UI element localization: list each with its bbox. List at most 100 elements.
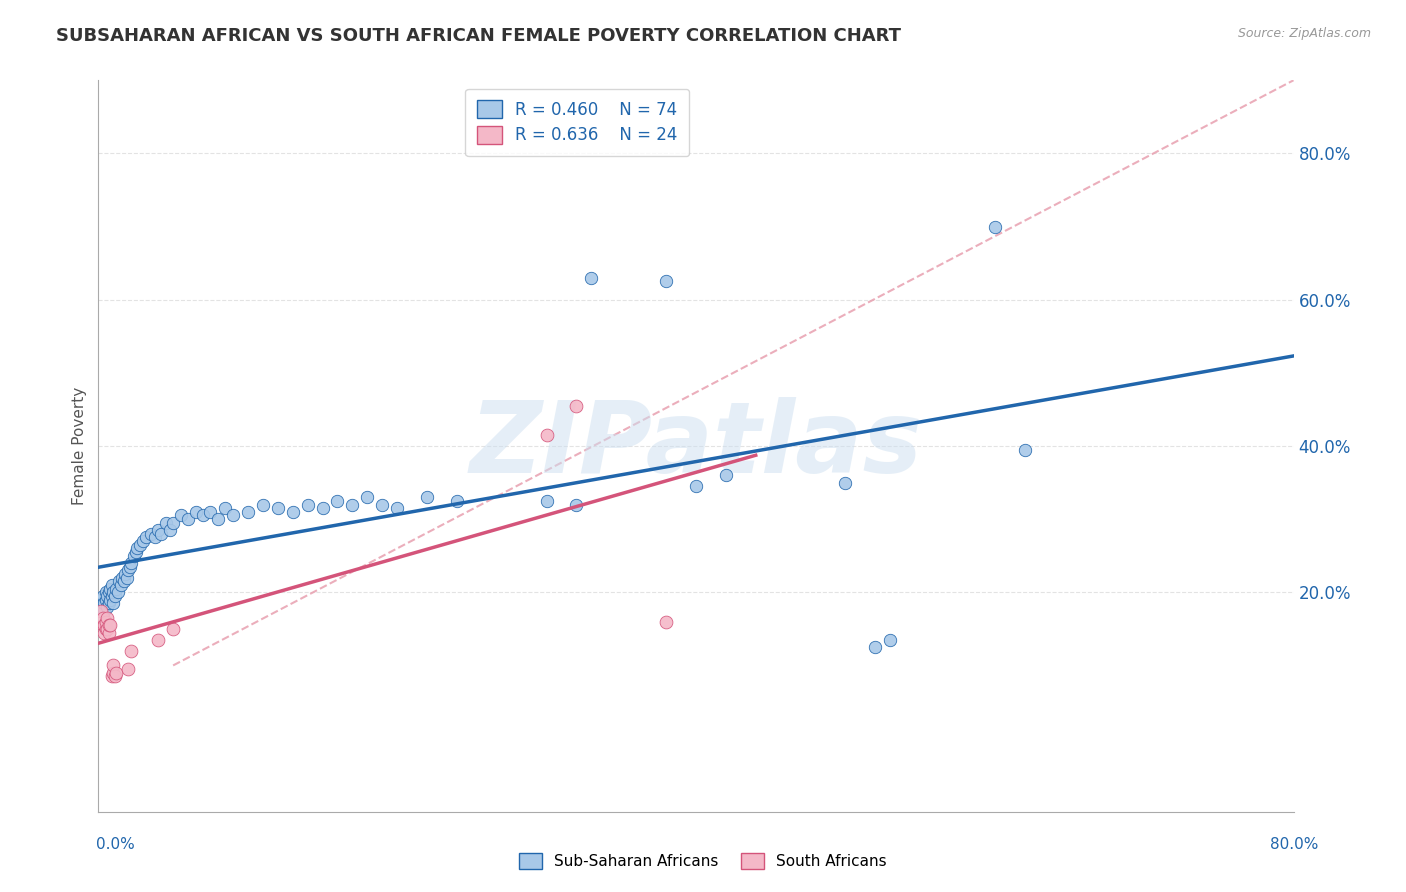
Point xyxy=(94,622,117,636)
Point xyxy=(90,603,112,617)
Point xyxy=(104,589,127,603)
Point xyxy=(91,589,114,603)
Point xyxy=(104,669,127,683)
Text: 80.0%: 80.0% xyxy=(1271,838,1319,852)
Point xyxy=(150,526,173,541)
Y-axis label: Female Poverty: Female Poverty xyxy=(72,387,87,505)
Point xyxy=(129,538,152,552)
Point xyxy=(91,596,114,610)
Point xyxy=(101,589,124,603)
Point xyxy=(91,618,114,632)
Point xyxy=(311,501,333,516)
Point xyxy=(94,615,117,629)
Point xyxy=(281,505,304,519)
Point xyxy=(655,274,678,288)
Point xyxy=(143,530,166,544)
Point xyxy=(446,494,468,508)
Text: SUBSAHARAN AFRICAN VS SOUTH AFRICAN FEMALE POVERTY CORRELATION CHART: SUBSAHARAN AFRICAN VS SOUTH AFRICAN FEMA… xyxy=(56,27,901,45)
Point xyxy=(115,571,138,585)
Point xyxy=(96,622,118,636)
Legend: R = 0.460    N = 74, R = 0.636    N = 24: R = 0.460 N = 74, R = 0.636 N = 24 xyxy=(465,88,689,156)
Point xyxy=(111,571,134,585)
Point xyxy=(110,578,132,592)
Point xyxy=(101,669,124,683)
Point xyxy=(536,428,558,442)
Point xyxy=(93,618,115,632)
Point xyxy=(98,618,122,632)
Point xyxy=(342,498,364,512)
Text: ZIPatlas: ZIPatlas xyxy=(470,398,922,494)
Point xyxy=(326,494,349,508)
Point xyxy=(125,545,148,559)
Point xyxy=(984,219,1007,234)
Point xyxy=(132,534,155,549)
Point xyxy=(565,498,588,512)
Point xyxy=(114,567,136,582)
Point xyxy=(536,494,558,508)
Point xyxy=(98,592,122,607)
Point xyxy=(267,501,290,516)
Point xyxy=(101,578,124,592)
Point xyxy=(177,512,200,526)
Point xyxy=(127,541,149,556)
Point xyxy=(97,625,120,640)
Point xyxy=(371,498,394,512)
Point xyxy=(385,501,409,516)
Point xyxy=(96,589,118,603)
Point xyxy=(581,270,603,285)
Point xyxy=(112,574,135,589)
Point xyxy=(148,632,170,647)
Point xyxy=(685,479,707,493)
Point xyxy=(135,530,157,544)
Point xyxy=(236,505,259,519)
Point xyxy=(148,523,170,537)
Point xyxy=(96,599,118,614)
Point xyxy=(93,625,115,640)
Point xyxy=(252,498,274,512)
Point xyxy=(834,475,856,490)
Point xyxy=(714,468,737,483)
Point xyxy=(105,582,128,596)
Point xyxy=(214,501,236,516)
Point xyxy=(297,498,319,512)
Point xyxy=(96,611,118,625)
Point xyxy=(105,665,128,680)
Point xyxy=(117,563,139,577)
Point xyxy=(416,490,439,504)
Point xyxy=(1014,442,1036,457)
Point xyxy=(94,585,117,599)
Point xyxy=(565,399,588,413)
Point xyxy=(98,582,122,596)
Point xyxy=(222,508,245,523)
Point xyxy=(169,508,191,523)
Point xyxy=(93,603,115,617)
Point xyxy=(162,622,184,636)
Point xyxy=(91,611,114,625)
Point xyxy=(865,640,887,655)
Point xyxy=(200,505,222,519)
Text: 0.0%: 0.0% xyxy=(96,838,135,852)
Point xyxy=(103,658,125,673)
Point xyxy=(103,596,125,610)
Point xyxy=(120,556,142,570)
Point xyxy=(191,508,214,523)
Point xyxy=(118,559,141,574)
Point xyxy=(356,490,378,504)
Point xyxy=(94,592,117,607)
Point xyxy=(93,596,115,610)
Point xyxy=(103,585,125,599)
Point xyxy=(184,505,207,519)
Point xyxy=(97,585,120,599)
Point xyxy=(120,644,142,658)
Point xyxy=(103,665,125,680)
Point xyxy=(124,549,146,563)
Point xyxy=(117,662,139,676)
Point xyxy=(108,574,131,589)
Point xyxy=(90,592,112,607)
Point xyxy=(97,596,120,610)
Point xyxy=(655,615,678,629)
Point xyxy=(155,516,177,530)
Text: Source: ZipAtlas.com: Source: ZipAtlas.com xyxy=(1237,27,1371,40)
Point xyxy=(162,516,184,530)
Point xyxy=(159,523,181,537)
